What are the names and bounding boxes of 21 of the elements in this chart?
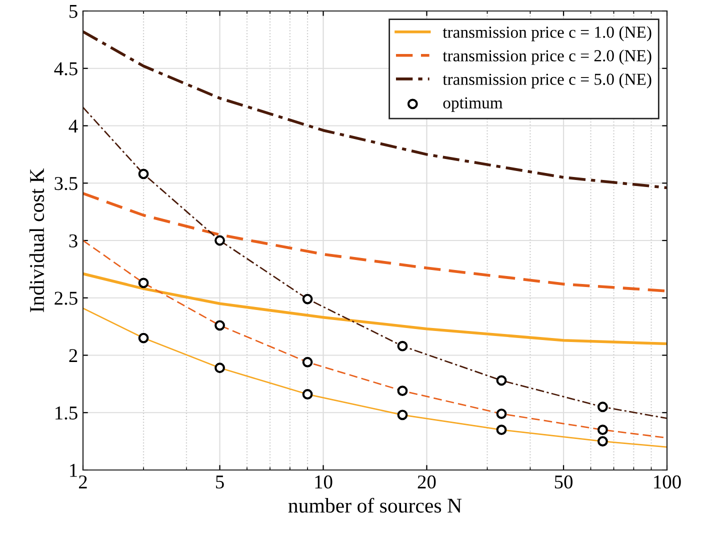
x-tick-label: 10 [315, 475, 332, 489]
y-tick-label: 2.5 [54, 292, 78, 305]
y-tick-label: 2 [69, 349, 78, 362]
y-tick-label: 3.5 [54, 176, 78, 190]
legend-label: transmission price c = 1.0 (NE) [442, 26, 652, 42]
y-tick-label: 3 [69, 234, 78, 248]
y-tick-label: 1.5 [56, 406, 78, 420]
x-tick-label: 20 [418, 475, 436, 489]
x-tick-label: 50 [554, 475, 573, 489]
y-tick-label: 1 [70, 464, 77, 477]
y-tick-label: 5 [70, 5, 78, 18]
y-axis-title: Individual cost K [29, 168, 44, 312]
legend-label: transmission price c = 2.0 (NE) [442, 50, 652, 65]
x-tick-label: 100 [654, 475, 681, 489]
x-tick-label: 2 [78, 475, 87, 488]
y-tick-label: 4.5 [54, 62, 78, 76]
legend-label: optimum [443, 97, 503, 112]
y-tick-label: 4 [68, 120, 78, 132]
x-tick-label: 5 [216, 476, 224, 489]
x-axis-title: number of sources N [288, 498, 462, 513]
legend-label: transmission price c = 5.0 (NE) [442, 73, 652, 88]
